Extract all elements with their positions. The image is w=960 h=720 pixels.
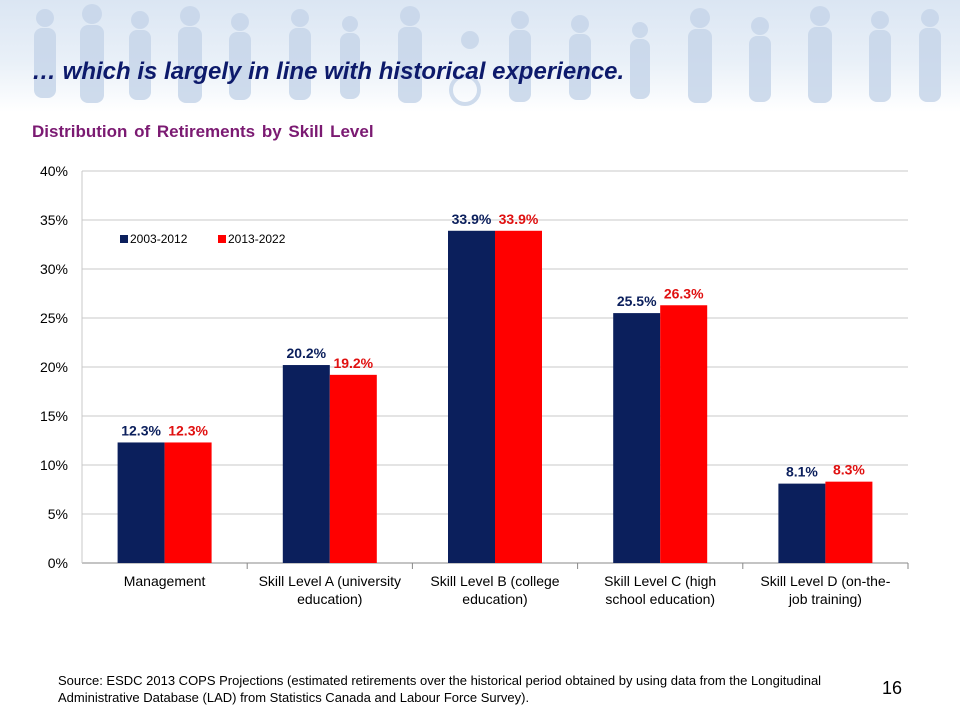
data-label: 33.9% [499, 211, 539, 227]
x-tick-label: education) [462, 591, 527, 607]
x-tick-label: education) [297, 591, 362, 607]
x-tick-label: school education) [605, 591, 715, 607]
data-label: 19.2% [333, 355, 373, 371]
bar [495, 230, 542, 563]
data-label: 26.3% [664, 285, 704, 301]
bar [825, 481, 873, 563]
bar-chart: 0% 5% 10% 15% 20% 25% 30% 35% 40% 12.3% 12.3% Manag… [40, 163, 909, 607]
y-tick-label: 30% [40, 261, 68, 277]
x-tick-label: Skill Level B (college [430, 573, 559, 589]
y-tick-label: 10% [40, 457, 68, 473]
y-tick-label: 0% [48, 555, 68, 571]
y-tick-label: 40% [40, 163, 68, 179]
y-tick-label: 35% [40, 212, 68, 228]
y-tick-label: 20% [40, 359, 68, 375]
people-silhouettes-image [34, 4, 941, 106]
x-tick-label: Skill Level A (university [259, 573, 401, 589]
data-label: 33.9% [452, 211, 492, 227]
data-label: 8.1% [786, 464, 818, 480]
legend-swatch [218, 235, 226, 243]
x-tick-label: Management [124, 573, 206, 589]
bar [282, 365, 330, 563]
bar [117, 442, 165, 563]
data-label: 25.5% [617, 293, 657, 309]
y-tick-label: 5% [48, 506, 68, 522]
bar [778, 483, 826, 563]
header-banner [0, 0, 960, 112]
y-tick-label: 25% [40, 310, 68, 326]
data-label: 8.3% [833, 462, 865, 478]
bar [613, 313, 661, 563]
source-note: Source: ESDC 2013 COPS Projections (esti… [58, 673, 822, 705]
legend-swatch [120, 235, 128, 243]
x-tick-label: Skill Level D (on-the- [760, 573, 890, 589]
x-tick-label: Skill Level C (high [604, 573, 716, 589]
legend-label: 2003-2012 [130, 232, 188, 246]
bar [164, 442, 212, 563]
page-number: 16 [882, 678, 903, 698]
y-tick-label: 15% [40, 408, 68, 424]
bar [448, 230, 495, 563]
slide-title: … which is largely in line with historic… [32, 58, 625, 85]
data-label: 12.3% [168, 422, 208, 438]
bar [329, 374, 377, 563]
legend-label: 2013-2022 [228, 232, 286, 246]
data-label: 12.3% [121, 422, 161, 438]
data-label: 20.2% [286, 345, 326, 361]
chart-title: Distribution of Retirements by Skill Lev… [32, 122, 374, 141]
x-tick-label: job training) [788, 591, 862, 607]
bar [660, 305, 708, 563]
